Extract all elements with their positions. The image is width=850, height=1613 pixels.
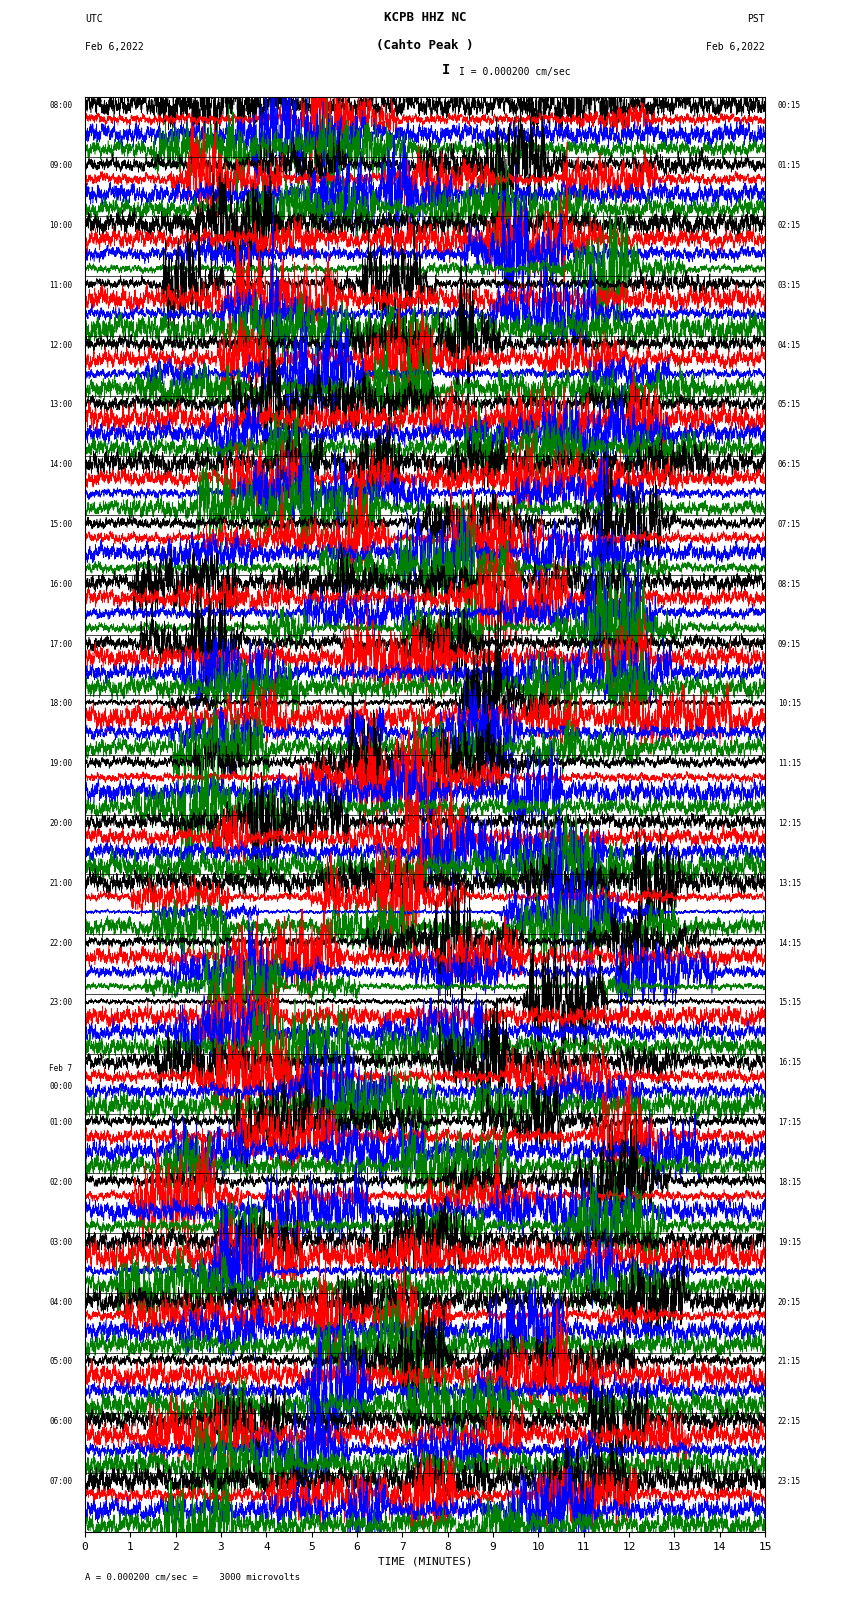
Text: 12:15: 12:15 [778,819,801,827]
Text: 16:15: 16:15 [778,1058,801,1068]
Text: 00:15: 00:15 [778,102,801,110]
Text: 22:00: 22:00 [49,939,72,948]
Text: 15:15: 15:15 [778,998,801,1008]
Text: 22:15: 22:15 [778,1418,801,1426]
Text: 08:00: 08:00 [49,102,72,110]
Text: 04:00: 04:00 [49,1297,72,1307]
Text: 05:00: 05:00 [49,1358,72,1366]
Text: 17:00: 17:00 [49,640,72,648]
Text: 21:15: 21:15 [778,1358,801,1366]
X-axis label: TIME (MINUTES): TIME (MINUTES) [377,1557,473,1566]
Text: 05:15: 05:15 [778,400,801,410]
Text: 14:15: 14:15 [778,939,801,948]
Text: 07:15: 07:15 [778,519,801,529]
Text: 11:00: 11:00 [49,281,72,290]
Text: 00:00: 00:00 [49,1082,72,1092]
Text: KCPB HHZ NC: KCPB HHZ NC [383,11,467,24]
Text: UTC: UTC [85,15,103,24]
Text: 03:15: 03:15 [778,281,801,290]
Text: 15:00: 15:00 [49,519,72,529]
Text: 21:00: 21:00 [49,879,72,887]
Text: 23:00: 23:00 [49,998,72,1008]
Text: 01:00: 01:00 [49,1118,72,1127]
Text: 20:15: 20:15 [778,1297,801,1307]
Text: Feb 6,2022: Feb 6,2022 [706,42,765,52]
Text: 16:00: 16:00 [49,579,72,589]
Text: 04:15: 04:15 [778,340,801,350]
Text: 10:00: 10:00 [49,221,72,231]
Text: 09:00: 09:00 [49,161,72,169]
Text: PST: PST [747,15,765,24]
Text: 06:15: 06:15 [778,460,801,469]
Text: I: I [442,63,450,77]
Text: 19:15: 19:15 [778,1237,801,1247]
Text: 06:00: 06:00 [49,1418,72,1426]
Text: 02:15: 02:15 [778,221,801,231]
Text: 12:00: 12:00 [49,340,72,350]
Text: 07:00: 07:00 [49,1478,72,1486]
Text: 01:15: 01:15 [778,161,801,169]
Text: 13:00: 13:00 [49,400,72,410]
Text: I = 0.000200 cm/sec: I = 0.000200 cm/sec [459,68,570,77]
Text: (Cahto Peak ): (Cahto Peak ) [377,39,473,52]
Text: 23:15: 23:15 [778,1478,801,1486]
Text: Feb 7: Feb 7 [49,1065,72,1073]
Text: 09:15: 09:15 [778,640,801,648]
Text: 18:15: 18:15 [778,1177,801,1187]
Text: 20:00: 20:00 [49,819,72,827]
Text: 18:00: 18:00 [49,700,72,708]
Text: 10:15: 10:15 [778,700,801,708]
Text: 08:15: 08:15 [778,579,801,589]
Text: 13:15: 13:15 [778,879,801,887]
Text: 11:15: 11:15 [778,760,801,768]
Text: 14:00: 14:00 [49,460,72,469]
Text: 03:00: 03:00 [49,1237,72,1247]
Text: 17:15: 17:15 [778,1118,801,1127]
Text: 02:00: 02:00 [49,1177,72,1187]
Text: 19:00: 19:00 [49,760,72,768]
Text: Feb 6,2022: Feb 6,2022 [85,42,144,52]
Text: A = 0.000200 cm/sec =    3000 microvolts: A = 0.000200 cm/sec = 3000 microvolts [85,1573,300,1582]
